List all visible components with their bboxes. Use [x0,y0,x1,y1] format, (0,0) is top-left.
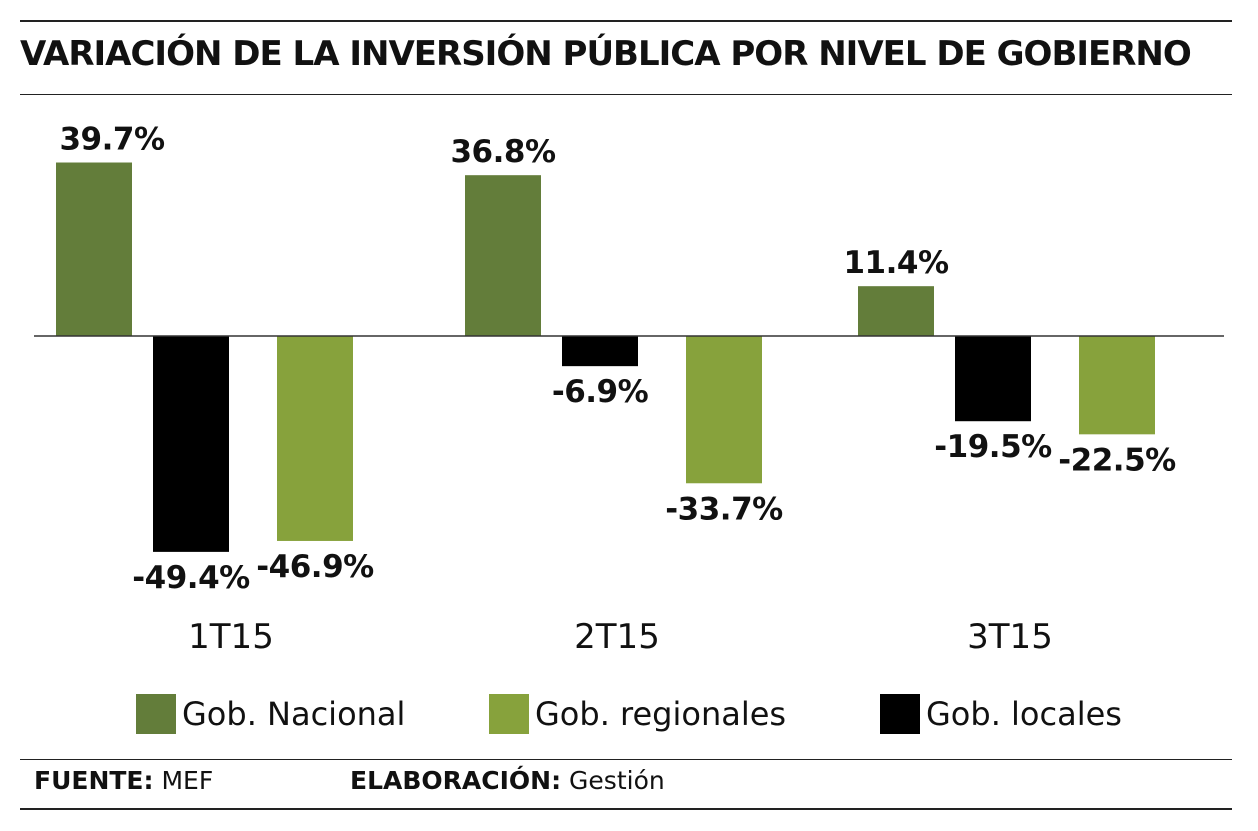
value-labels-group: 39.7% 36.8% 11.4% -49.4% -6.9% -19.5% -46.9% -3… [59,122,1176,596]
bar-gob-nacional-2t15 [465,175,541,336]
bar-gob-locales-2t15 [562,336,638,367]
category-labels-group: 1T15 2T15 3T15 [188,617,1053,657]
legend-swatch [489,694,529,734]
value-label: 11.4% [843,245,948,281]
legend: Gob. Nacional Gob. regionales Gob. local… [0,694,1258,744]
footer-top-rule [20,759,1232,760]
bar-chart: 39.7% 36.8% 11.4% -49.4% -6.9% -19.5% -46.9% -3… [34,122,1224,657]
bar-gob-regionales-1t15 [277,336,353,541]
bar-gob-locales-3t15 [955,336,1031,422]
bottom-rule [20,808,1232,810]
bar-gob-locales-1t15 [153,336,229,552]
bars-group [56,162,1155,552]
value-label: -6.9% [552,374,649,410]
legend-label: Gob. regionales [535,695,787,733]
credit-key: ELABORACIÓN: [350,766,562,795]
value-label: -46.9% [256,549,374,585]
value-label: -33.7% [665,491,783,527]
source-key: FUENTE: [34,766,154,795]
legend-item-gob-locales: Gob. locales [880,694,1122,734]
legend-item-gob-regionales: Gob. regionales [489,694,786,734]
legend-swatch [136,694,176,734]
legend-item-gob-nacional: Gob. Nacional [136,694,405,734]
top-rule [20,20,1232,22]
legend-swatch [880,694,920,734]
value-label: -19.5% [934,429,1052,465]
source-note: FUENTE: MEF [34,766,213,795]
value-label: -49.4% [132,560,250,596]
bar-gob-regionales-2t15 [686,336,762,484]
chart-title: VARIACIÓN DE LA INVERSIÓN PÚBLICA POR NI… [20,34,1192,74]
bar-gob-regionales-3t15 [1079,336,1155,435]
category-label: 3T15 [967,617,1053,657]
bar-gob-nacional-3t15 [858,286,934,336]
source-value: MEF [161,766,214,795]
value-label: 36.8% [450,134,555,170]
credit-note: ELABORACIÓN: Gestión [350,766,665,795]
legend-label: Gob. Nacional [182,695,406,733]
footer: FUENTE: MEF ELABORACIÓN: Gestión [34,766,1224,802]
category-label: 1T15 [188,617,274,657]
value-label: -22.5% [1058,442,1176,478]
value-label: 39.7% [59,122,164,158]
credit-value: Gestión [569,766,665,795]
title-rule [20,94,1232,95]
category-label: 2T15 [574,617,660,657]
legend-label: Gob. locales [926,695,1122,733]
bar-gob-nacional-1t15 [56,162,132,336]
